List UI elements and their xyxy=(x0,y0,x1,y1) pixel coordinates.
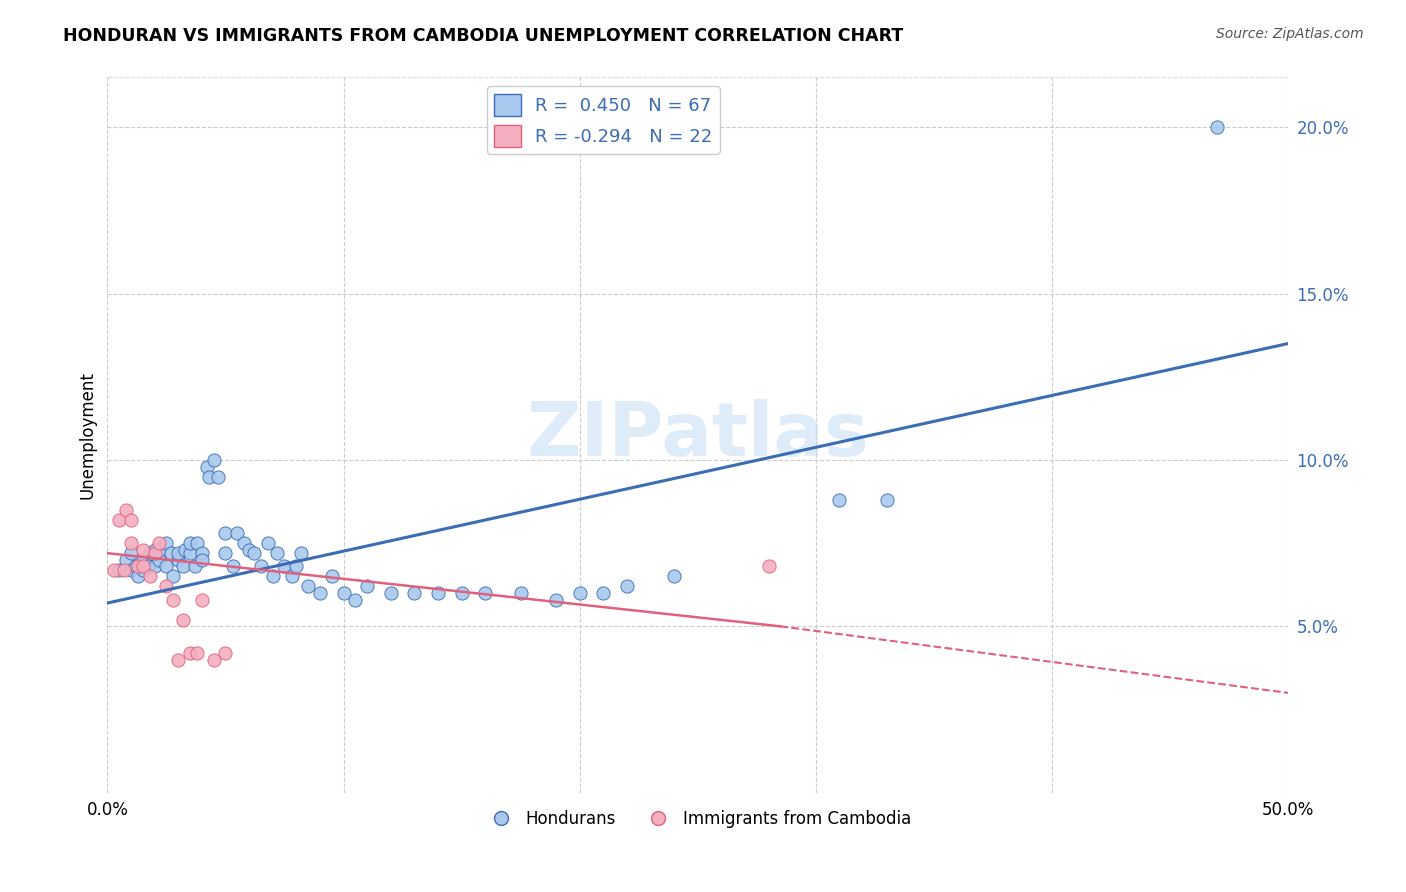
Point xyxy=(167,546,190,560)
Point xyxy=(148,553,170,567)
Point xyxy=(426,586,449,600)
Point xyxy=(167,553,190,567)
Point xyxy=(207,469,229,483)
Point xyxy=(309,586,332,600)
Point xyxy=(238,542,260,557)
Text: Source: ZipAtlas.com: Source: ZipAtlas.com xyxy=(1216,27,1364,41)
Point xyxy=(332,586,354,600)
Point xyxy=(233,536,256,550)
Legend: Hondurans, Immigrants from Cambodia: Hondurans, Immigrants from Cambodia xyxy=(478,803,918,834)
Point xyxy=(148,536,170,550)
Point xyxy=(155,559,177,574)
Text: HONDURAN VS IMMIGRANTS FROM CAMBODIA UNEMPLOYMENT CORRELATION CHART: HONDURAN VS IMMIGRANTS FROM CAMBODIA UNE… xyxy=(63,27,904,45)
Point xyxy=(167,652,190,666)
Point xyxy=(273,559,295,574)
Y-axis label: Unemployment: Unemployment xyxy=(79,371,96,499)
Point xyxy=(262,569,284,583)
Point xyxy=(172,613,194,627)
Point xyxy=(1206,120,1229,135)
Point xyxy=(321,569,343,583)
Point xyxy=(474,586,496,600)
Point xyxy=(179,646,201,660)
Point xyxy=(221,559,243,574)
Text: ZIPatlas: ZIPatlas xyxy=(526,399,869,472)
Point xyxy=(616,579,638,593)
Point xyxy=(202,453,225,467)
Point xyxy=(214,546,236,560)
Point xyxy=(162,569,184,583)
Point xyxy=(509,586,531,600)
Point xyxy=(143,546,166,560)
Point xyxy=(143,542,166,557)
Point xyxy=(242,546,264,560)
Point xyxy=(191,546,214,560)
Point xyxy=(876,492,898,507)
Point xyxy=(108,563,131,577)
Point xyxy=(179,536,201,550)
Point xyxy=(356,579,378,593)
Point xyxy=(160,546,183,560)
Point xyxy=(344,592,367,607)
Point xyxy=(120,546,142,560)
Point xyxy=(195,459,218,474)
Point xyxy=(266,546,288,560)
Point xyxy=(120,513,142,527)
Point xyxy=(214,646,236,660)
Point xyxy=(125,559,148,574)
Point xyxy=(191,592,214,607)
Point xyxy=(127,559,149,574)
Point xyxy=(186,646,208,660)
Point xyxy=(112,563,135,577)
Point xyxy=(139,546,162,560)
Point xyxy=(214,526,236,541)
Point xyxy=(184,559,207,574)
Point xyxy=(280,569,302,583)
Point xyxy=(120,563,142,577)
Point xyxy=(662,569,685,583)
Point xyxy=(179,546,201,560)
Point xyxy=(544,592,567,607)
Point xyxy=(162,592,184,607)
Point xyxy=(132,563,155,577)
Point xyxy=(285,559,308,574)
Point xyxy=(174,542,197,557)
Point xyxy=(139,569,162,583)
Point xyxy=(186,536,208,550)
Point xyxy=(127,569,149,583)
Point xyxy=(120,536,142,550)
Point xyxy=(380,586,402,600)
Point xyxy=(132,542,155,557)
Point xyxy=(155,579,177,593)
Point xyxy=(450,586,472,600)
Point xyxy=(198,469,221,483)
Point xyxy=(132,553,155,567)
Point xyxy=(148,542,170,557)
Point xyxy=(290,546,312,560)
Point xyxy=(226,526,249,541)
Point xyxy=(115,553,138,567)
Point xyxy=(136,559,159,574)
Point xyxy=(191,553,214,567)
Point xyxy=(155,536,177,550)
Point xyxy=(592,586,614,600)
Point xyxy=(568,586,591,600)
Point xyxy=(103,563,125,577)
Point xyxy=(143,559,166,574)
Point xyxy=(250,559,273,574)
Point xyxy=(404,586,426,600)
Point xyxy=(297,579,319,593)
Point xyxy=(115,503,138,517)
Point xyxy=(172,559,194,574)
Point xyxy=(257,536,280,550)
Point xyxy=(108,513,131,527)
Point xyxy=(132,559,155,574)
Point xyxy=(202,652,225,666)
Point xyxy=(828,492,851,507)
Point xyxy=(758,559,780,574)
